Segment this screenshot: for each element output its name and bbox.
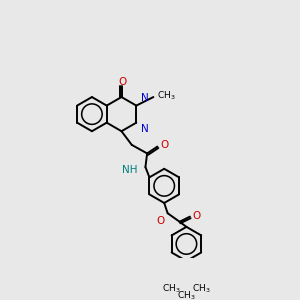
Text: O: O bbox=[157, 216, 165, 226]
Text: O: O bbox=[192, 211, 201, 221]
Text: O: O bbox=[118, 77, 127, 87]
Text: N: N bbox=[141, 124, 148, 134]
Text: N: N bbox=[141, 93, 148, 103]
Text: O: O bbox=[160, 140, 168, 150]
Text: CH$_3$: CH$_3$ bbox=[193, 282, 211, 295]
Text: NH: NH bbox=[122, 165, 138, 175]
Text: CH$_3$: CH$_3$ bbox=[162, 282, 180, 295]
Text: CH$_3$: CH$_3$ bbox=[157, 90, 176, 102]
Text: CH$_3$: CH$_3$ bbox=[177, 289, 196, 300]
